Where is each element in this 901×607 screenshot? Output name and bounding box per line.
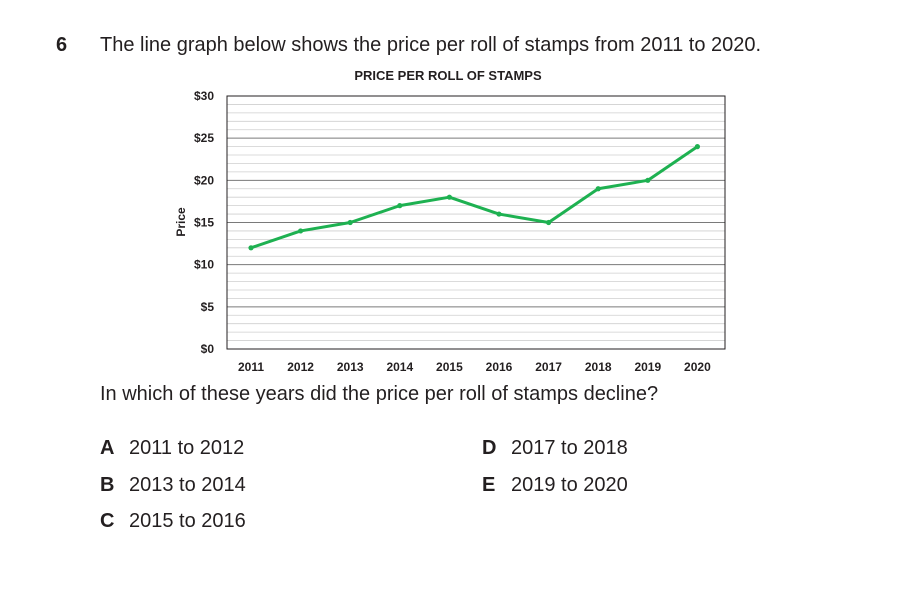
data-point [546,219,552,226]
x-tick-label: 2019 [634,360,661,374]
option-a[interactable]: A 2011 to 2012 [100,437,244,460]
y-tick-label: $10 [194,258,214,272]
data-point [248,245,254,251]
y-axis-label: Price [174,207,188,237]
x-tick-label: 2011 [238,360,264,374]
option-d[interactable]: D 2017 to 2018 [482,437,628,460]
option-letter: E [482,474,496,496]
plot-frame [226,95,726,350]
chart-title: PRICE PER ROLL OF STAMPS [354,68,542,83]
option-text: 2015 to 2016 [129,510,246,532]
data-point [694,144,701,150]
question-number: 6 [56,34,68,56]
option-letter: B [100,474,115,496]
data-point [595,186,601,192]
y-tick-label: $20 [194,173,214,187]
series-line [249,145,699,250]
x-tick-labels: 2011 2012 2013 2014 2015 2016 2017 2018 2019 2020 [238,360,711,374]
option-text: 2013 to 2014 [129,474,246,496]
followup-question: In which of these years did the price pe… [100,383,659,405]
y-tick-label: $5 [201,300,215,314]
x-tick-label: 2015 [436,360,463,374]
x-tick-label: 2020 [684,360,711,374]
option-b[interactable]: B 2013 to 2014 [100,474,246,497]
y-tick-label: $30 [194,89,214,103]
y-tick-labels: $0 $5 $10 $15 $20 $25 $30 [194,89,214,356]
option-letter: D [482,437,497,459]
option-text: 2011 to 2012 [129,437,245,459]
option-letter: A [100,437,115,459]
x-tick-label: 2014 [386,360,413,374]
option-e[interactable]: E 2019 to 2020 [482,474,628,497]
y-tick-label: $15 [194,216,214,230]
option-letter: C [100,510,115,532]
data-point [645,177,651,183]
line-chart: PRICE PER ROLL OF STAMPS Price $0 $5 $10 $1… [174,68,726,374]
grid-lines [227,104,725,341]
x-tick-label: 2016 [486,360,513,374]
y-tick-label: $25 [194,131,214,145]
option-text: 2019 to 2020 [511,474,628,496]
x-tick-label: 2018 [585,360,612,374]
data-point [347,219,353,226]
question-text: The line graph below shows the price per… [100,34,762,56]
x-tick-label: 2013 [337,360,364,374]
data-point [496,211,502,217]
x-tick-label: 2012 [287,360,314,374]
y-tick-label: $0 [201,342,215,356]
option-text: 2017 to 2018 [511,437,628,459]
option-c[interactable]: C 2015 to 2016 [100,510,246,533]
x-tick-label: 2017 [535,360,562,374]
series-layer [248,144,701,251]
data-point [397,203,403,209]
data-point [446,194,452,200]
data-point [298,228,304,234]
